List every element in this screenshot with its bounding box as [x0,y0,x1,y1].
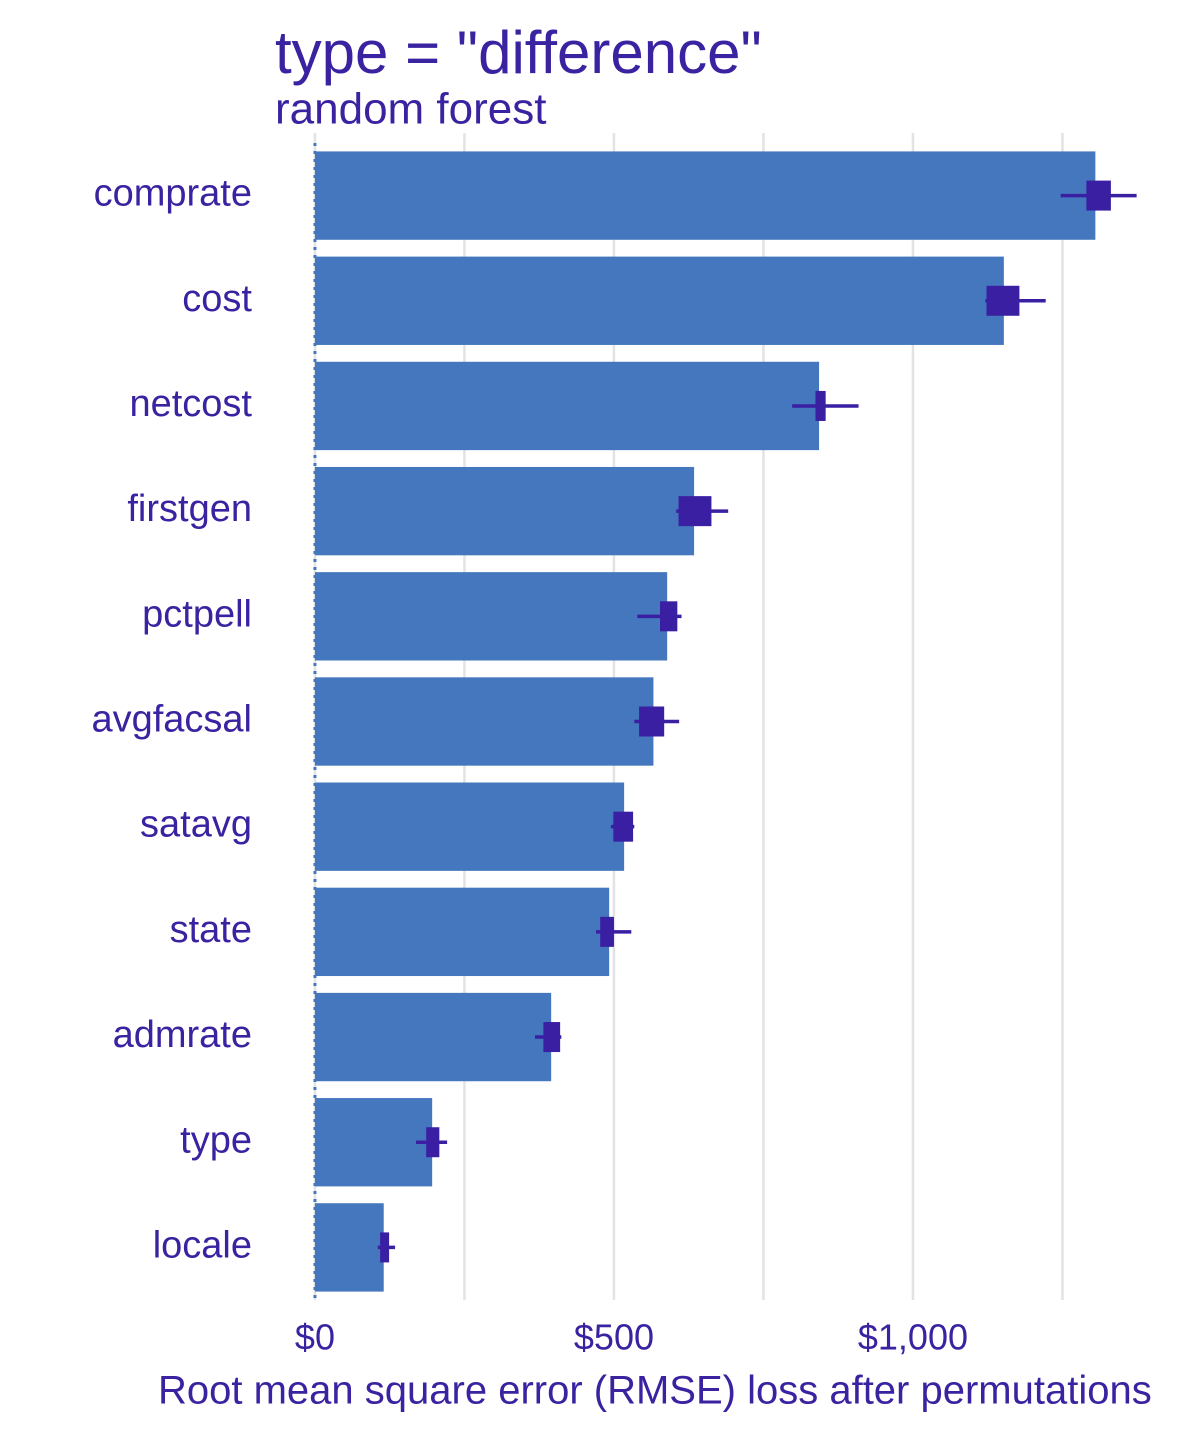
x-axis-title: Root mean square error (RMSE) loss after… [158,1369,1152,1413]
y-tick-label: cost [182,278,252,320]
bar [314,572,668,661]
bar [314,361,820,451]
bar [314,466,695,556]
box [1086,180,1111,211]
bar [314,1098,433,1187]
chart-title: type = "difference" [275,19,762,86]
y-tick-label: admrate [113,1014,252,1056]
y-tick-label: locale [153,1224,252,1266]
y-tick-label: comprate [94,173,252,215]
y-tick-label: avgfacsal [91,699,252,741]
x-tick-label: $0 [295,1317,335,1358]
box [543,1022,561,1053]
box [613,811,634,842]
box [660,601,678,632]
bar [314,782,625,871]
bar [314,151,1096,240]
box [600,916,614,947]
y-tick-label: type [180,1119,252,1161]
box [426,1127,440,1158]
y-tick-label: firstgen [127,488,252,530]
y-tick-label: netcost [129,383,252,425]
bar [314,256,1004,345]
y-tick-label: pctpell [142,593,252,635]
box [986,285,1020,316]
box [380,1232,390,1263]
box [815,390,826,421]
bar [314,887,610,977]
bar [314,1203,384,1292]
bar [314,992,552,1082]
bar [314,677,654,766]
box [678,496,712,527]
y-tick-label: state [170,909,252,951]
x-tick-label: $1,000 [858,1317,968,1358]
box [639,706,665,737]
chart-subtitle: random forest [275,85,546,134]
x-tick-label: $500 [574,1317,654,1358]
y-tick-label: satavg [140,804,252,846]
